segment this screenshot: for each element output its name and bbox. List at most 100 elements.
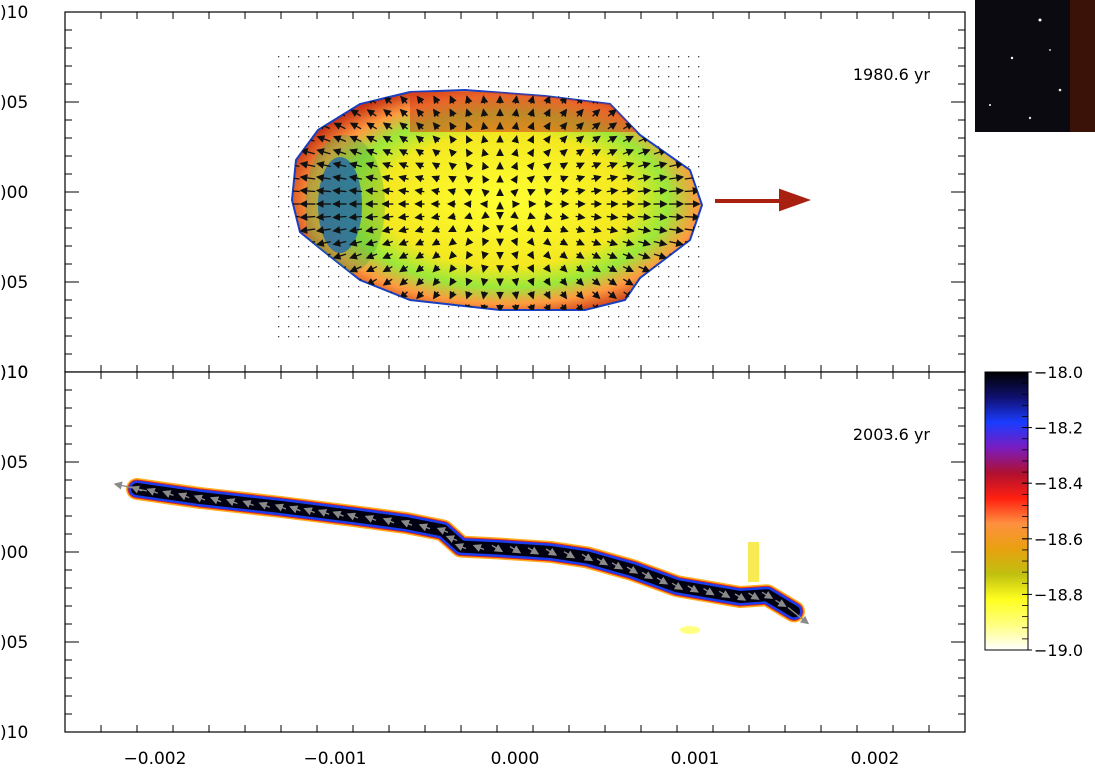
- velocity-arrow: [480, 108, 489, 117]
- velocity-arrow: [511, 121, 520, 131]
- grid-dot: [698, 276, 700, 278]
- velocity-arrow: [432, 121, 441, 131]
- grid-dot: [278, 166, 280, 168]
- velocity-arrow: [465, 290, 473, 300]
- grid-dot: [578, 96, 580, 98]
- velocity-arrow: [465, 95, 473, 104]
- grid-dot: [688, 266, 690, 268]
- grid-dot: [688, 136, 690, 138]
- grid-dot: [668, 116, 670, 118]
- velocity-arrow: [543, 225, 552, 233]
- filament-arrow: [209, 496, 222, 505]
- velocity-arrow: [349, 135, 362, 143]
- grid-dot: [508, 76, 510, 78]
- grid-dot: [678, 96, 680, 98]
- velocity-arrow: [527, 188, 536, 197]
- velocity-arrow: [576, 162, 585, 170]
- velocity-arrow: [365, 187, 378, 195]
- grid-dot: [328, 296, 330, 298]
- grid-dot: [658, 126, 660, 128]
- grid-dot: [288, 236, 290, 238]
- y-tick-label: )05: [0, 453, 28, 473]
- velocity-arrow: [606, 212, 619, 221]
- velocity-arrow: [315, 174, 331, 182]
- velocity-arrow: [559, 212, 570, 221]
- grid-dot: [388, 306, 390, 308]
- velocity-arrow: [526, 224, 536, 233]
- velocity-arrow: [382, 135, 393, 144]
- grid-dot: [688, 106, 690, 108]
- grid-dot: [518, 66, 520, 68]
- velocity-arrow: [606, 238, 619, 247]
- grid-dot: [628, 96, 630, 98]
- grid-dot: [408, 86, 410, 88]
- y-tick-label: )10: [0, 723, 28, 743]
- grid-dot: [648, 66, 650, 68]
- velocity-arrow: [430, 212, 441, 221]
- velocity-arrow: [607, 277, 618, 286]
- grid-dot: [558, 336, 560, 338]
- velocity-arrow: [542, 162, 552, 171]
- grid-dot: [538, 56, 540, 58]
- grid-dot: [338, 336, 340, 338]
- grid-dot: [308, 136, 310, 138]
- grid-dot: [678, 136, 680, 138]
- grid-dot: [288, 336, 290, 338]
- velocity-arrow: [315, 187, 331, 195]
- grid-dot: [448, 326, 450, 328]
- grid-dot: [658, 266, 660, 268]
- velocity-arrow: [414, 212, 425, 221]
- velocity-arrow: [299, 174, 316, 182]
- x-tick-label: −0.001: [304, 749, 367, 769]
- velocity-arrow: [622, 213, 635, 221]
- velocity-arrow: [482, 224, 490, 233]
- grid-dot: [478, 66, 480, 68]
- grid-dot: [328, 76, 330, 78]
- velocity-arrow: [542, 264, 551, 273]
- velocity-arrow: [510, 237, 518, 247]
- velocity-arrow: [332, 174, 347, 182]
- velocity-arrow: [365, 161, 378, 170]
- grid-dot: [318, 266, 320, 268]
- grid-dot: [678, 336, 680, 338]
- grid-dot: [698, 226, 700, 228]
- velocity-arrow: [449, 95, 457, 105]
- velocity-arrow: [448, 148, 458, 158]
- grid-dot: [438, 326, 440, 328]
- grid-dot: [428, 86, 430, 88]
- velocity-arrow: [669, 161, 684, 169]
- grid-dot: [378, 296, 380, 298]
- grid-dot: [328, 116, 330, 118]
- velocity-arrow: [398, 251, 409, 259]
- grid-dot: [338, 266, 340, 268]
- velocity-arrow: [511, 291, 520, 300]
- velocity-arrow: [349, 161, 362, 169]
- grid-dot: [278, 296, 280, 298]
- filament-arrow: [346, 512, 359, 521]
- velocity-arrow: [292, 215, 300, 219]
- grid-dot: [628, 76, 630, 78]
- grid-dot: [418, 326, 420, 328]
- grid-dot: [418, 316, 420, 318]
- velocity-arrow: [607, 135, 618, 144]
- velocity-arrow: [591, 149, 602, 157]
- grid-dot: [658, 336, 660, 338]
- grid-dot: [328, 66, 330, 68]
- grid-dot: [378, 76, 380, 78]
- grid-dot: [358, 66, 360, 68]
- velocity-arrow: [464, 224, 474, 233]
- grid-dot: [698, 246, 700, 248]
- velocity-arrow: [575, 187, 586, 196]
- grid-dot: [498, 316, 500, 318]
- grid-dot: [298, 266, 300, 268]
- velocity-arrow: [559, 290, 568, 300]
- grid-dot: [498, 326, 500, 328]
- grid-dot: [298, 336, 300, 338]
- grid-dot: [348, 76, 350, 78]
- velocity-arrow: [559, 303, 567, 310]
- velocity-arrow: [292, 189, 300, 193]
- velocity-arrow: [591, 251, 602, 259]
- velocity-arrow: [622, 251, 635, 260]
- grid-dot: [298, 76, 300, 78]
- velocity-arrow: [527, 277, 535, 287]
